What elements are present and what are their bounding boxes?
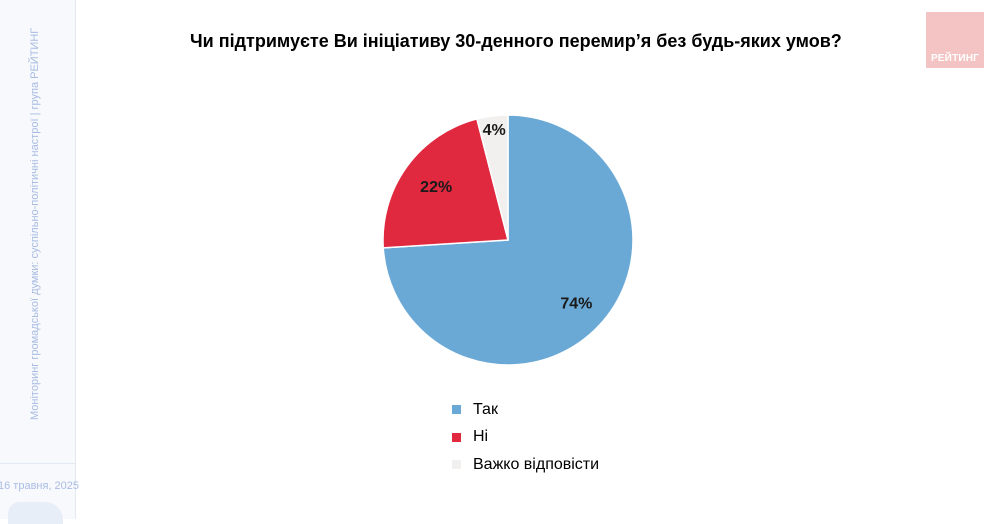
legend-item-3: Важко відповісти [452, 451, 599, 479]
chart-title: Чи підтримуєте Ви ініціативу 30-денного … [190, 31, 842, 51]
legend-label: Важко відповісти [473, 455, 600, 473]
pie-data-label-2: 22% [420, 179, 452, 196]
pie-data-label-1: 74% [560, 295, 592, 312]
sidebar-divider [0, 463, 75, 464]
pie-slice-3 [476, 114, 509, 241]
legend-swatch [452, 460, 461, 470]
legend-item-2: Ні [452, 424, 599, 452]
legend-label: Ні [473, 428, 489, 446]
sidebar: Моніторинг громадської думки: суспільно-… [0, 0, 80, 524]
chart-legend: Так Ні Важко відповісти [452, 396, 599, 479]
logo-text: РЕЙТИНГ [930, 53, 980, 64]
legend-item-1: Так [452, 396, 599, 424]
pie-data-label-3: 4% [483, 122, 506, 139]
rating-logo: РЕЙТИНГ [926, 12, 984, 68]
legend-swatch [452, 432, 461, 442]
legend-swatch [452, 405, 461, 415]
sidebar-date: 16 травня, 2025 [0, 480, 80, 492]
pie-slice-2 [382, 118, 509, 249]
legend-label: Так [473, 400, 498, 418]
